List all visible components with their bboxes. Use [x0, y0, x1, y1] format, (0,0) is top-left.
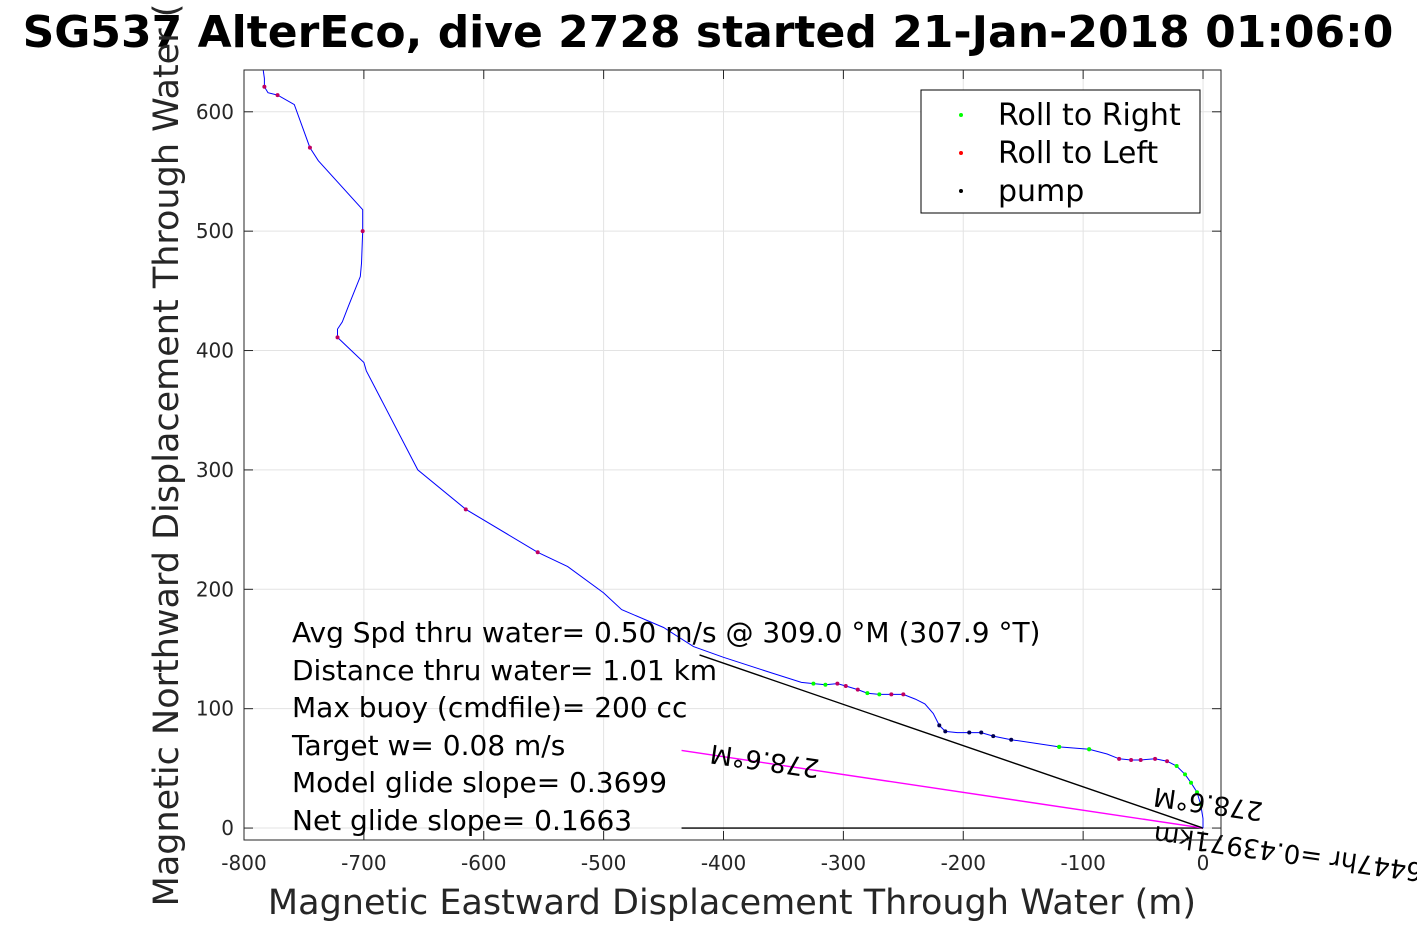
x-tick-label: -500: [581, 851, 626, 875]
y-tick-label: 400: [196, 339, 234, 363]
roll-left-point: [463, 507, 468, 512]
roll-left-point: [1153, 756, 1158, 761]
roll-right-point: [865, 691, 870, 696]
pump-point: [937, 723, 942, 728]
roll-left-point: [835, 681, 840, 686]
y-tick-label: 100: [196, 697, 234, 721]
x-tick-label: -800: [221, 851, 266, 875]
roll-right-point: [1183, 772, 1188, 777]
y-tick-label: 500: [196, 219, 234, 243]
roll-right-point: [1087, 747, 1092, 752]
stat-distance: Distance thru water= 1.01 km: [292, 654, 717, 687]
x-tick-label: -400: [701, 851, 746, 875]
legend-pump: pump: [998, 174, 1084, 209]
roll-left-point: [262, 84, 267, 89]
x-tick-label: 0: [1197, 851, 1210, 875]
y-axis-label: Magnetic Northward Displacement Through …: [147, 4, 187, 907]
x-tick-label: -200: [941, 851, 986, 875]
legend-roll-right-marker: [959, 113, 963, 117]
pump-point: [943, 729, 948, 734]
roll-left-point: [1138, 758, 1143, 763]
roll-left-point: [843, 684, 848, 688]
chart-title: SG537 AlterEco, dive 2728 started 21-Jan…: [23, 7, 1394, 58]
pump-point: [967, 730, 972, 735]
legend-roll-left-marker: [959, 151, 963, 155]
roll-left-point: [1165, 759, 1170, 764]
roll-right-point: [1198, 802, 1203, 807]
roll-right-point: [823, 682, 828, 687]
roll-left-point: [855, 687, 860, 692]
axis-ticks: -800 -700 -600 -500 -400 -300 -200 -100 0 0 100 200…: [196, 70, 1221, 875]
grid: [243, 70, 1221, 840]
y-tick-label: 0: [221, 816, 234, 840]
stat-avg-speed: Avg Spd thru water= 0.50 m/s @ 309.0 °M …: [292, 616, 1040, 649]
displacement-vector: [681, 749, 1204, 829]
roll-right-point: [1174, 763, 1179, 768]
roll-left-point: [335, 335, 340, 340]
roll-left-point: [535, 550, 540, 555]
x-tick-label: -700: [341, 851, 386, 875]
y-tick-label: 600: [196, 100, 234, 124]
x-axis-label: Magnetic Eastward Displacement Through W…: [268, 883, 1196, 923]
pump-point: [991, 734, 996, 739]
roll-left-point: [889, 692, 894, 697]
roll-right-point: [1189, 780, 1194, 785]
legend-pump-marker: [959, 189, 963, 193]
roll-left-point: [1129, 758, 1134, 763]
track-markers: [262, 84, 1203, 807]
vector-label: 278.6°M: [708, 738, 821, 783]
vector-label: 278.6°M: [1152, 781, 1265, 826]
pump-point: [1009, 737, 1014, 742]
stat-model-glide: Model glide slope= 0.3699: [292, 766, 667, 799]
displacement-vectors: [681, 654, 1204, 829]
stat-target-w: Target w= 0.08 m/s: [291, 729, 565, 762]
roll-left-point: [1117, 756, 1122, 761]
displacement-vector: [699, 654, 1204, 829]
stat-net-glide: Net glide slope= 0.1663: [292, 804, 632, 837]
roll-right-point: [811, 681, 816, 686]
roll-left-point: [901, 692, 906, 697]
roll-left-point: [275, 93, 280, 98]
legend-box: [920, 89, 1201, 214]
y-tick-label: 200: [196, 577, 234, 601]
roll-right-point: [877, 692, 882, 697]
roll-left-point: [307, 145, 312, 150]
stats-annotation: Avg Spd thru water= 0.50 m/s @ 309.0 °M …: [291, 616, 1040, 837]
roll-right-point: [1195, 790, 1200, 795]
roll-left-point: [360, 229, 365, 234]
legend: Roll to Right Roll to Left pump: [920, 89, 1201, 214]
roll-right-point: [1057, 744, 1062, 749]
legend-roll-right: Roll to Right: [998, 98, 1181, 133]
x-tick-label: -100: [1060, 851, 1105, 875]
y-tick-label: 300: [196, 458, 234, 482]
plot-frame: [243, 69, 1222, 841]
stat-max-buoy: Max buoy (cmdfile)= 200 cc: [292, 691, 687, 724]
legend-roll-left: Roll to Left: [998, 136, 1158, 171]
pump-point: [979, 730, 984, 735]
x-tick-label: -300: [821, 851, 866, 875]
x-tick-label: -600: [461, 851, 506, 875]
